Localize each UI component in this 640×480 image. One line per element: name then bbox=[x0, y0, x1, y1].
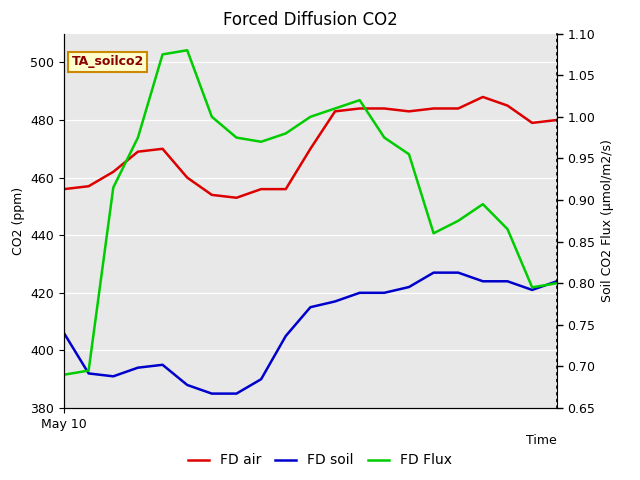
FD air bbox=[60, 186, 68, 192]
Line: FD air: FD air bbox=[64, 97, 557, 198]
FD air bbox=[84, 183, 93, 189]
Line: FD soil: FD soil bbox=[64, 273, 557, 394]
FD soil bbox=[529, 287, 536, 293]
FD soil bbox=[282, 333, 289, 339]
FD soil bbox=[208, 391, 216, 396]
FD soil bbox=[307, 304, 314, 310]
FD air bbox=[134, 149, 142, 155]
FD air bbox=[208, 192, 216, 198]
FD soil bbox=[257, 376, 265, 382]
FD soil bbox=[553, 278, 561, 284]
FD Flux bbox=[529, 285, 536, 290]
FD Flux bbox=[208, 114, 216, 120]
FD soil bbox=[332, 299, 339, 304]
FD air bbox=[356, 106, 364, 111]
FD air bbox=[332, 108, 339, 114]
FD air bbox=[233, 195, 241, 201]
FD air bbox=[553, 117, 561, 123]
FD Flux bbox=[380, 135, 388, 141]
FD air bbox=[307, 146, 314, 152]
FD soil bbox=[356, 290, 364, 296]
FD air bbox=[405, 108, 413, 114]
Y-axis label: CO2 (ppm): CO2 (ppm) bbox=[12, 187, 25, 255]
FD soil bbox=[479, 278, 487, 284]
FD air bbox=[504, 103, 511, 108]
FD soil bbox=[233, 391, 241, 396]
FD Flux bbox=[233, 135, 241, 141]
FD soil bbox=[109, 373, 117, 379]
FD air bbox=[282, 186, 289, 192]
FD Flux bbox=[60, 372, 68, 378]
FD air bbox=[257, 186, 265, 192]
FD soil bbox=[405, 284, 413, 290]
FD Flux bbox=[84, 368, 93, 373]
FD soil bbox=[134, 365, 142, 371]
Text: TA_soilco2: TA_soilco2 bbox=[72, 55, 143, 69]
FD soil bbox=[84, 371, 93, 376]
FD Flux bbox=[307, 114, 314, 120]
FD air bbox=[159, 146, 166, 152]
FD soil bbox=[183, 382, 191, 388]
FD air bbox=[430, 106, 438, 111]
FD soil bbox=[430, 270, 438, 276]
FD soil bbox=[159, 362, 166, 368]
FD soil bbox=[504, 278, 511, 284]
FD soil bbox=[380, 290, 388, 296]
Title: Forced Diffusion CO2: Forced Diffusion CO2 bbox=[223, 11, 398, 29]
FD air bbox=[454, 106, 462, 111]
FD Flux bbox=[332, 106, 339, 111]
FD Flux bbox=[454, 218, 462, 224]
FD Flux bbox=[183, 48, 191, 53]
FD Flux bbox=[553, 280, 561, 286]
FD Flux bbox=[109, 185, 117, 191]
FD Flux bbox=[159, 51, 166, 57]
FD Flux bbox=[257, 139, 265, 144]
FD air bbox=[380, 106, 388, 111]
Legend: FD air, FD soil, FD Flux: FD air, FD soil, FD Flux bbox=[182, 448, 458, 473]
FD soil bbox=[454, 270, 462, 276]
FD soil bbox=[60, 330, 68, 336]
FD Flux bbox=[134, 135, 142, 141]
Text: Time: Time bbox=[526, 434, 557, 447]
FD Flux bbox=[356, 97, 364, 103]
Y-axis label: Soil CO2 Flux (μmol/m2/s): Soil CO2 Flux (μmol/m2/s) bbox=[601, 139, 614, 302]
Line: FD Flux: FD Flux bbox=[64, 50, 557, 375]
FD air bbox=[529, 120, 536, 126]
FD Flux bbox=[282, 131, 289, 136]
FD Flux bbox=[430, 230, 438, 236]
FD air bbox=[183, 175, 191, 180]
FD Flux bbox=[479, 201, 487, 207]
FD Flux bbox=[405, 151, 413, 157]
FD Flux bbox=[504, 226, 511, 232]
FD air bbox=[479, 94, 487, 100]
FD air bbox=[109, 169, 117, 175]
